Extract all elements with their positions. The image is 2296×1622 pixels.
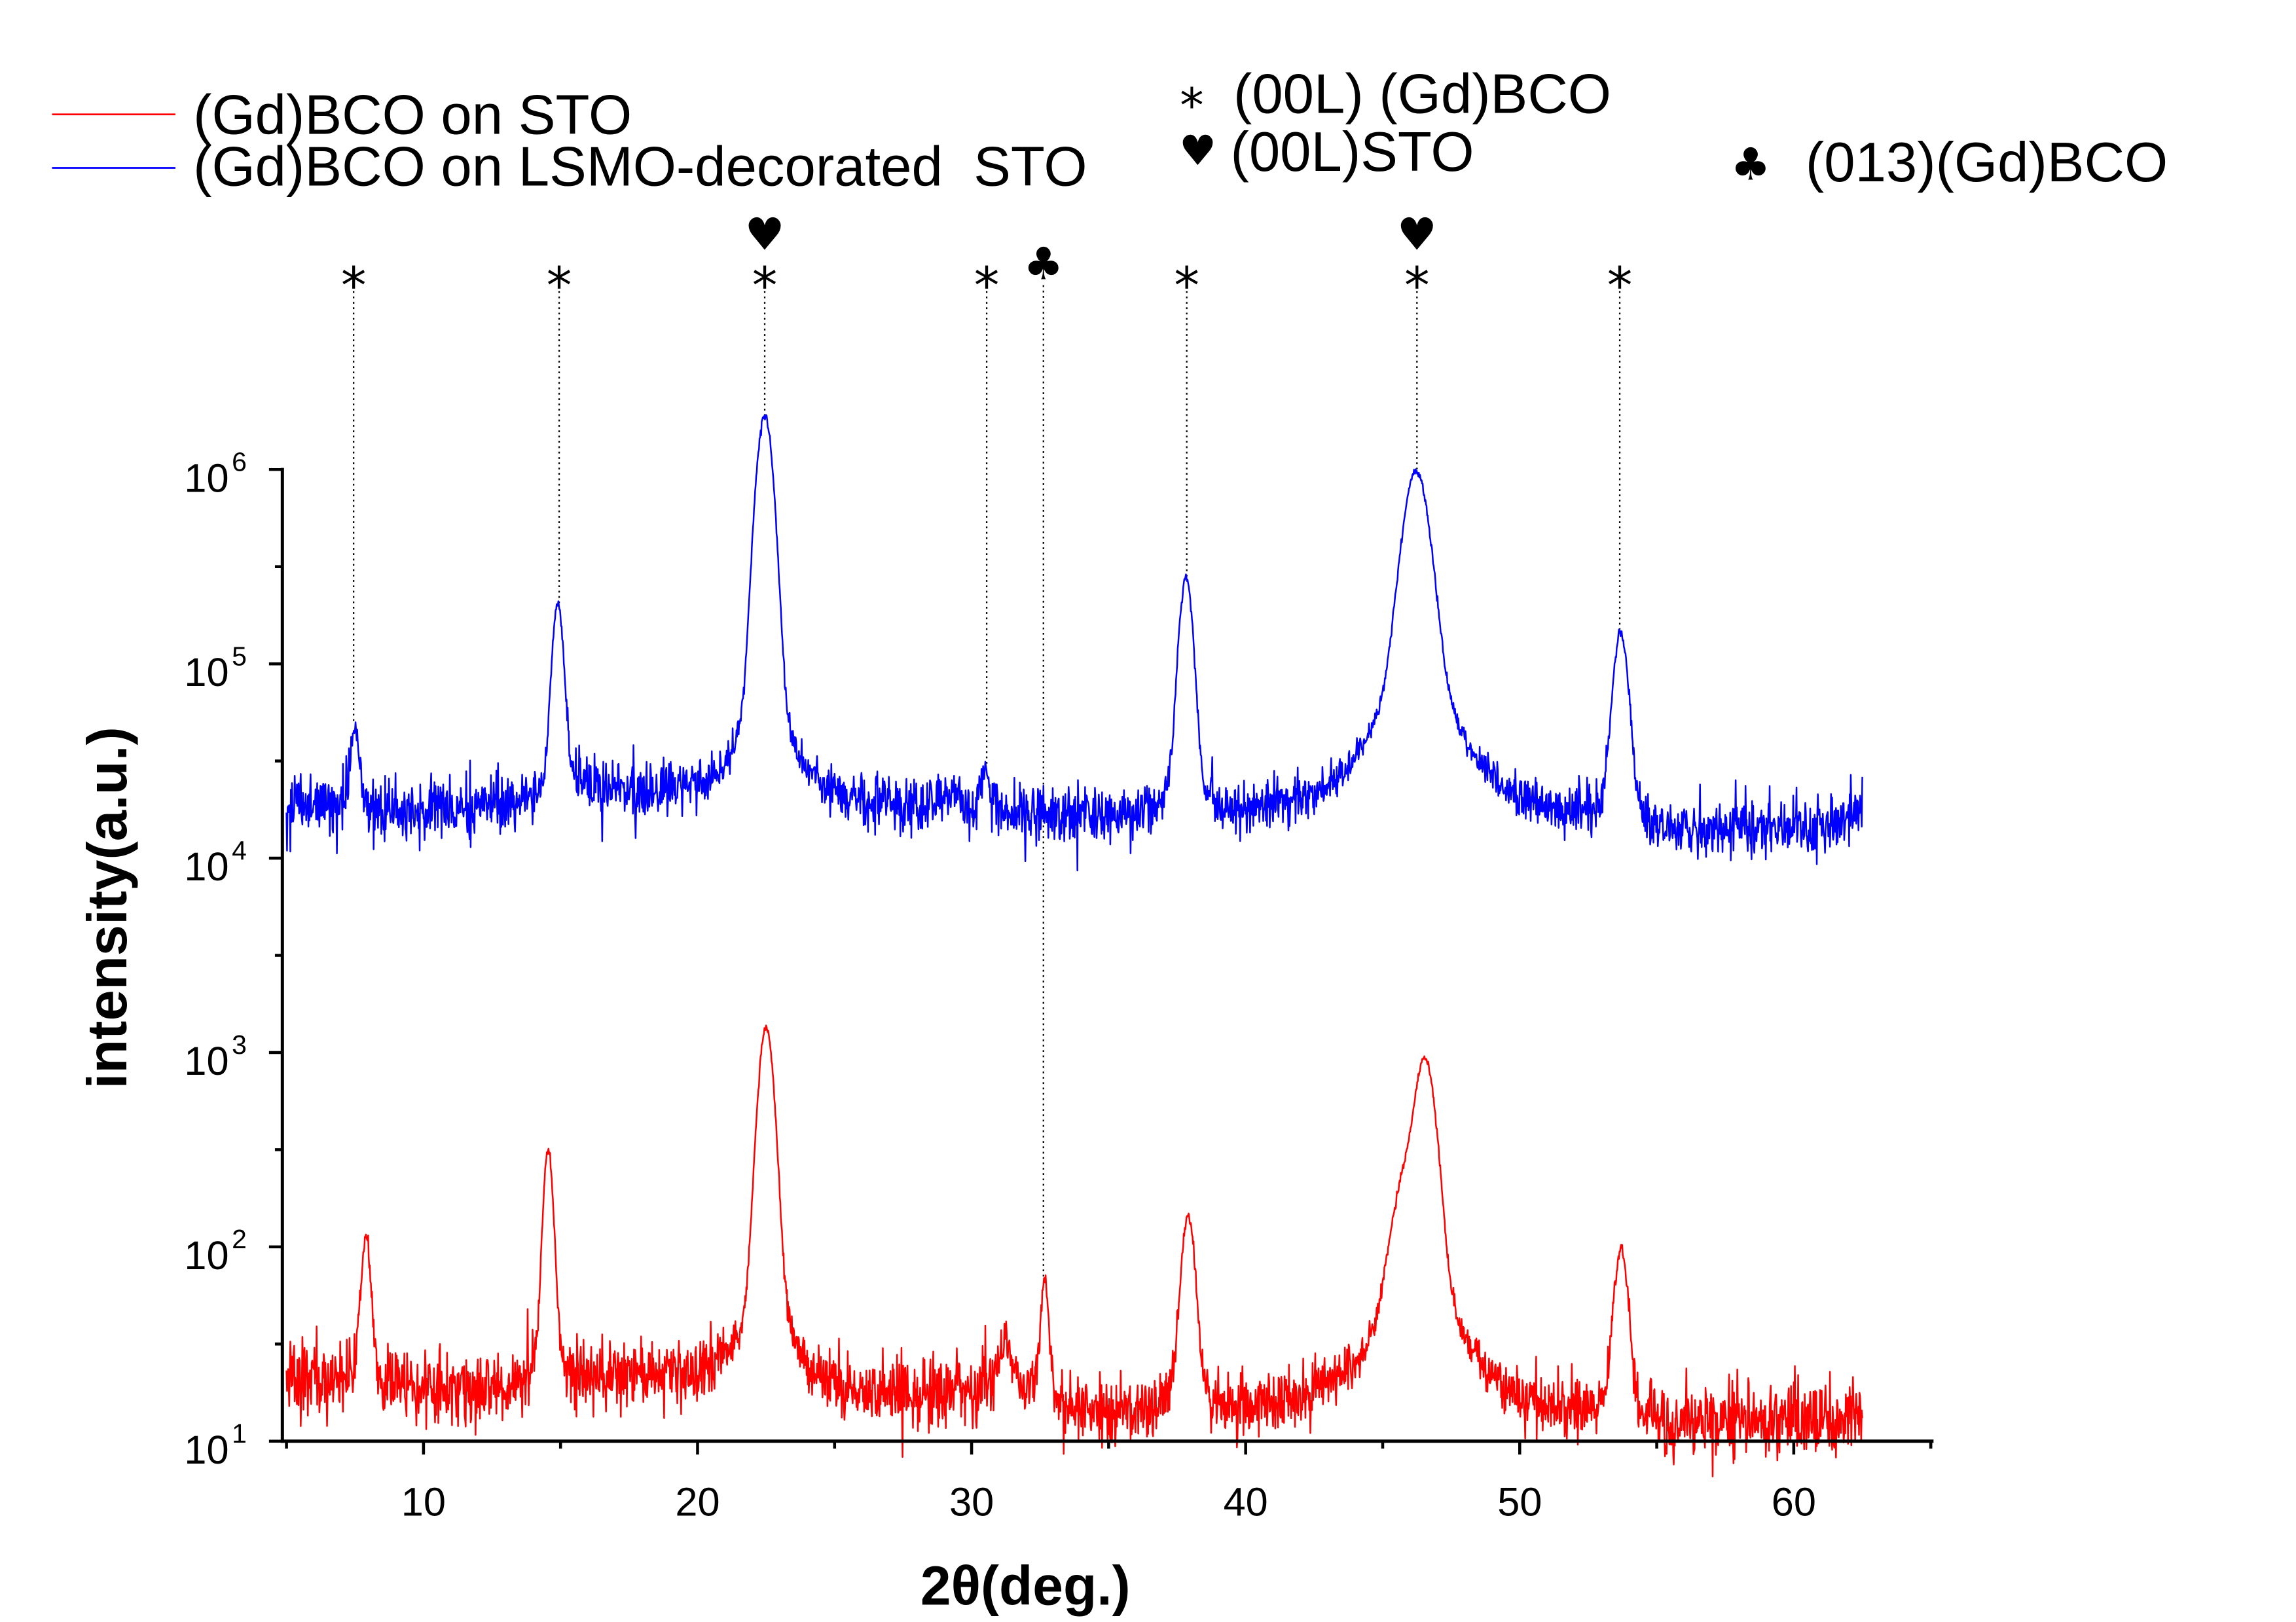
- key-club-label: (013)(Gd)BCO: [1806, 132, 2168, 194]
- y-tick-label-exponent: 3: [232, 1030, 247, 1060]
- x-tick-label: 40: [1224, 1479, 1268, 1524]
- x-tick-label: 20: [675, 1479, 720, 1524]
- annotation-asterisk: *: [1607, 257, 1633, 315]
- x-tick-label: 50: [1497, 1479, 1542, 1524]
- x-tick-label: 10: [401, 1479, 446, 1524]
- annotation-heart: ♥: [1397, 209, 1437, 261]
- series-line-2: [285, 414, 1863, 872]
- y-tick-label-exponent: 5: [232, 641, 247, 671]
- series-line-1: [285, 1024, 1863, 1477]
- plot-series: [285, 414, 1863, 1477]
- y-tick-label-base: 10: [184, 1428, 228, 1472]
- peak-annotations: * *♥* * ♣ *♥* *: [341, 209, 1632, 1277]
- y-tick-label-exponent: 2: [232, 1224, 247, 1254]
- annotation-asterisk: *: [1404, 257, 1430, 315]
- y-tick-label-exponent: 6: [232, 447, 247, 477]
- annotation-asterisk: *: [341, 257, 367, 315]
- symbol-key: * (00L) (Gd)BCO ♥ (00L)STO ♣ (013)(Gd)BC…: [1179, 63, 2168, 194]
- y-tick-label-base: 10: [184, 1039, 228, 1083]
- key-club-symbol: ♣: [1730, 139, 1770, 191]
- annotation-asterisk: *: [974, 257, 1000, 315]
- y-tick-label-base: 10: [184, 456, 228, 500]
- annotation-club: ♣: [1023, 239, 1063, 291]
- annotation-asterisk: *: [1174, 257, 1199, 315]
- key-asterisk-label: (00L) (Gd)BCO: [1233, 63, 1611, 126]
- y-axis-title: intensity(a.u.): [77, 727, 139, 1089]
- key-asterisk-symbol: *: [1180, 79, 1203, 134]
- x-tick-label: 60: [1772, 1479, 1816, 1524]
- legend: (Gd)BCO on STO (Gd)BCO on LSMO-decorated…: [52, 84, 1087, 198]
- x-axis-title: 2θ(deg.): [920, 1555, 1131, 1616]
- y-tick-label-exponent: 1: [232, 1418, 247, 1449]
- key-heart-label: (00L)STO: [1230, 121, 1474, 183]
- annotation-heart: ♥: [745, 209, 785, 261]
- annotation-asterisk: *: [752, 257, 778, 315]
- key-heart-symbol: ♥: [1179, 126, 1216, 175]
- y-tick-label-base: 10: [184, 650, 228, 694]
- legend-label-series-1: (Gd)BCO on STO: [193, 84, 632, 146]
- y-tick-label-exponent: 4: [232, 835, 247, 865]
- y-tick-label-base: 10: [184, 844, 228, 889]
- legend-label-series-2: (Gd)BCO on LSMO-decorated STO: [193, 136, 1087, 198]
- annotation-asterisk: *: [547, 257, 572, 315]
- x-tick-label: 30: [949, 1479, 994, 1524]
- y-tick-label-base: 10: [184, 1233, 228, 1278]
